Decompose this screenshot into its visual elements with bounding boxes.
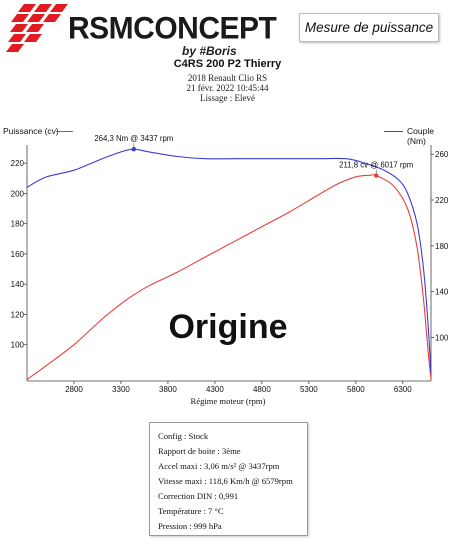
vehicle-name: 2018 Renault Clio RS (187, 73, 268, 83)
x-tick-label: 5800 (347, 385, 365, 394)
torque-peak-label: 264,3 Nm @ 3437 rpm (94, 134, 173, 143)
info-speed: Vitesse maxi : 118,6 Km/h @ 6579rpm (158, 476, 293, 486)
info-accel: Accel maxi : 3,06 m/s² @ 3437rpm (158, 461, 280, 471)
y-left-tick-label: 160 (11, 250, 25, 259)
logo-text: RSMCONCEPT (68, 11, 277, 46)
info-gear: Rapport de boite : 3ème (158, 446, 241, 456)
smoothing-level: Lissage : Elevé (200, 93, 255, 103)
torque-series-line (26, 148, 432, 375)
y-right-tick-label: 140 (435, 288, 449, 297)
info-pressure: Pression : 999 hPa (158, 521, 222, 531)
x-axis-title: Régime moteur (rpm) (191, 396, 266, 406)
brand-logo: RSMCONCEPT by #Boris (6, 4, 277, 62)
power-peak-marker (374, 173, 379, 178)
y-left-tick-label: 120 (11, 310, 25, 319)
left-axis-title: Puissance (cv) (3, 126, 59, 136)
power-series-line (26, 174, 432, 380)
power-legend-swatch (56, 131, 73, 132)
watermark-label: Origine (168, 308, 287, 346)
logo-subtitle: by #Boris (182, 44, 237, 58)
measure-badge: Mesure de puissance (299, 13, 439, 42)
run-info-box: Config : Stock Rapport de boite : 3ème A… (149, 422, 308, 536)
x-tick-label: 2800 (65, 385, 83, 394)
y-left-tick-label: 200 (11, 189, 25, 198)
y-left-tick-label: 180 (11, 220, 25, 229)
x-tick-label: 4800 (253, 385, 271, 394)
torque-legend-swatch (384, 131, 403, 132)
y-right-tick-label: 260 (435, 150, 449, 159)
power-peak-label: 211,8 cv @ 6017 rpm (339, 161, 413, 170)
info-temperature: Température : 7 °C (158, 506, 224, 516)
y-left-tick-label: 100 (11, 341, 25, 350)
brand-mark-icon (6, 4, 68, 52)
x-tick-label: 3800 (159, 385, 177, 394)
right-axis-title: Couple (Nm) (407, 126, 434, 146)
info-din: Correction DIN : 0,991 (158, 491, 239, 501)
y-right-tick-label: 220 (435, 196, 449, 205)
x-tick-label: 6300 (394, 385, 412, 394)
info-config: Config : Stock (158, 431, 209, 441)
y-right-tick-label: 180 (435, 242, 449, 251)
x-tick-label: 3300 (112, 385, 130, 394)
y-left-tick-label: 140 (11, 280, 25, 289)
run-timestamp: 21 févr. 2022 10:45:44 (186, 83, 269, 93)
y-left-tick-label: 220 (11, 159, 25, 168)
x-tick-label: 5300 (300, 385, 318, 394)
x-tick-label: 4300 (206, 385, 224, 394)
y-right-tick-label: 100 (435, 333, 449, 342)
run-title: C4RS 200 P2 Thierry (173, 58, 282, 70)
dyno-chart: Origine 2800 3300 3800 4300 4800 5300 5800 6300 R… (11, 134, 449, 406)
torque-peak-marker (131, 147, 137, 152)
